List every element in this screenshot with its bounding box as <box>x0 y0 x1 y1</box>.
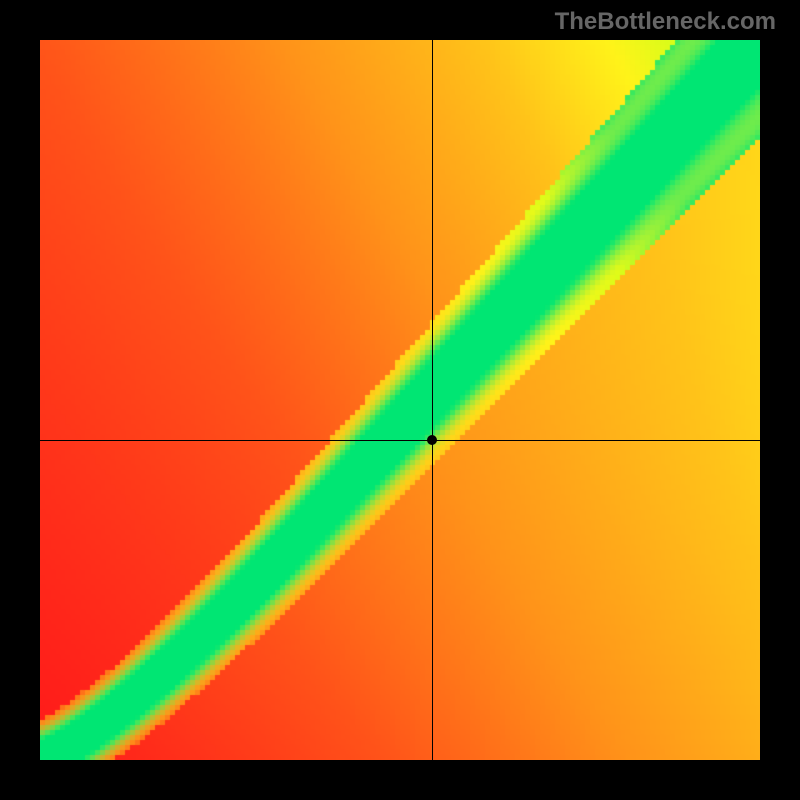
heatmap-canvas <box>40 40 760 760</box>
crosshair-vertical <box>432 40 433 760</box>
plot-area <box>40 40 760 760</box>
crosshair-horizontal <box>40 440 760 441</box>
watermark-text: TheBottleneck.com <box>555 8 776 36</box>
crosshair-marker <box>427 435 437 445</box>
chart-container: TheBottleneck.com <box>0 0 800 800</box>
